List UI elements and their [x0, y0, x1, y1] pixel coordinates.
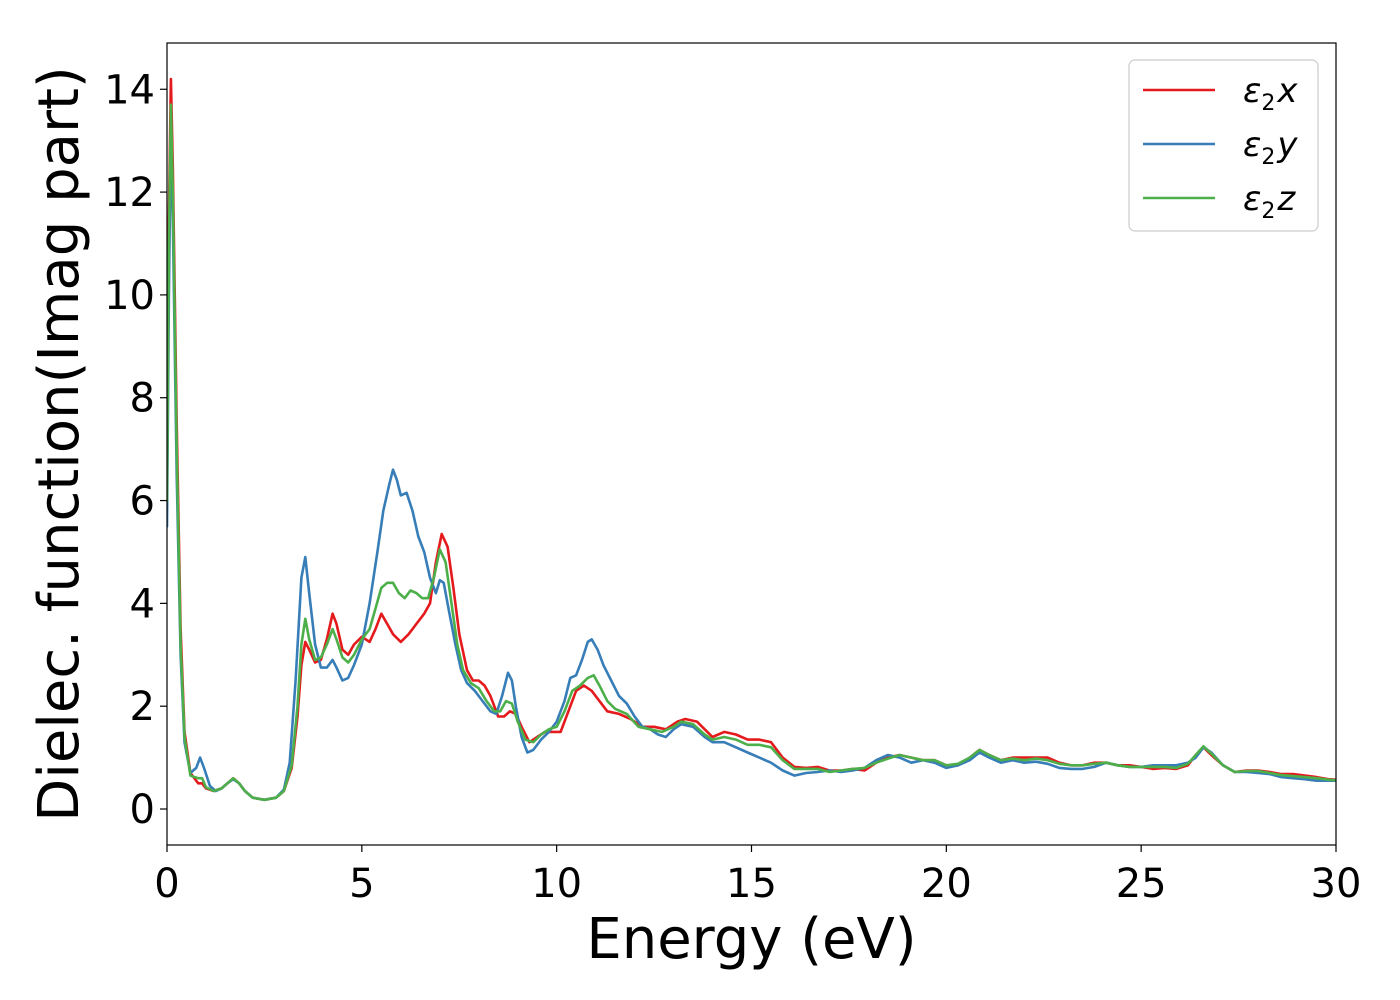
x-tick-label: 25 [1116, 861, 1167, 907]
y-axis: 0 2 4 6 8 10 12 14 [104, 67, 167, 833]
y-tick-label: 6 [130, 479, 155, 525]
x-tick-label: 0 [154, 861, 179, 907]
x-axis-label: Energy (eV) [586, 907, 916, 972]
legend-box [1128, 59, 1319, 232]
x-tick-label: 30 [1311, 861, 1362, 907]
y-tick-label: 10 [104, 273, 155, 319]
x-tick-label: 20 [921, 861, 972, 907]
legend: ε2x ε2y ε2z [1128, 59, 1319, 232]
y-tick-label: 8 [130, 376, 155, 422]
series-layer [167, 77, 1336, 802]
legend-label-y: ε2y [1243, 125, 1298, 170]
legend-label-x: ε2x [1243, 71, 1298, 116]
y-tick-label: 12 [104, 170, 155, 216]
x-tick-label: 5 [349, 861, 374, 907]
y-tick-label: 0 [130, 787, 155, 833]
legend-label-z: ε2z [1243, 179, 1296, 224]
y-axis-label: Dielec. function(Imag part) [27, 66, 92, 822]
x-axis: 0 5 10 15 20 25 30 [154, 845, 1361, 907]
y-tick-label: 2 [130, 684, 155, 730]
x-tick-label: 15 [726, 861, 777, 907]
y-tick-label: 4 [130, 581, 155, 627]
x-tick-label: 10 [531, 861, 582, 907]
series-line-y [167, 129, 1336, 802]
y-tick-label: 14 [104, 67, 155, 113]
series-line-z [167, 103, 1336, 802]
